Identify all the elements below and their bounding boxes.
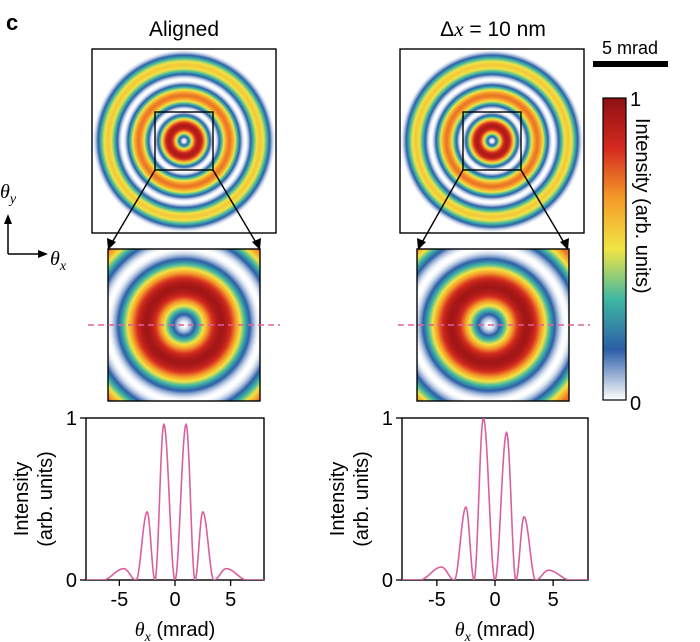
y-tick-label: 1	[66, 408, 77, 430]
y-axis-label: Intensity	[11, 462, 33, 536]
zoom-connector-left	[419, 169, 464, 247]
y-axis-label-units: (arb. units)	[35, 451, 57, 547]
y-tick-label: 0	[382, 570, 393, 592]
zoom-region-box	[462, 111, 522, 171]
x-tick-label: 5	[548, 589, 559, 611]
line-plot-aligned: -5 0 5 0 1 θx (mrad) Intensity (arb. units)	[11, 408, 265, 642]
x-tick-label: 0	[169, 589, 180, 611]
zoom-arrowhead-left	[107, 238, 116, 250]
plot-frame	[85, 417, 265, 581]
column-title-aligned: Aligned	[149, 18, 219, 41]
y-tick-label: 0	[66, 570, 77, 592]
y-axis-label-units: (arb. units)	[351, 451, 373, 547]
zoom-connector-right	[520, 169, 567, 247]
x-tick-label: -5	[110, 589, 128, 611]
theta-y-label: θy	[0, 181, 17, 207]
x-axis-label: θx (mrad)	[135, 619, 216, 642]
intensity-curve	[86, 422, 264, 580]
zoom-arrowhead-right	[560, 238, 569, 250]
x-tick-label: 0	[489, 589, 500, 611]
x-tick-label: 5	[225, 589, 236, 611]
pattern-full-offset	[399, 48, 585, 234]
line-plot-offset: -5 0 5 0 1 θx (mrad) Intensity (arb. units)	[327, 408, 589, 642]
zoom-arrowhead-left	[417, 238, 426, 250]
colorbar: 1 0 Intensity (arb. units)	[602, 89, 653, 415]
colorbar-title: Intensity (arb. units)	[631, 118, 653, 294]
scale-bar	[593, 61, 668, 67]
panel-label: c	[6, 10, 18, 35]
colorbar-scale	[602, 97, 627, 401]
scale-bar-label: 5 mrad	[602, 38, 658, 58]
x-axis-label: θx (mrad)	[455, 619, 536, 642]
theta-x-label: θx	[50, 248, 67, 274]
colorbar-max-label: 1	[630, 89, 641, 111]
colorbar-min-label: 0	[630, 393, 641, 415]
column-title-offset: Δx = 10 nm	[440, 17, 546, 41]
intensity-curve	[402, 418, 588, 580]
y-axis-label: Intensity	[327, 462, 349, 536]
y-tick-label: 1	[382, 408, 393, 430]
zoom-arrowhead-right	[252, 238, 261, 250]
zoom-region-box	[154, 111, 214, 171]
zoom-connector-left	[109, 169, 156, 247]
plot-frame	[401, 417, 589, 581]
x-tick-label: -5	[428, 589, 446, 611]
orientation-indicator: θy θx	[0, 181, 67, 274]
zoom-connector-right	[212, 169, 259, 247]
pattern-full-aligned	[91, 48, 277, 234]
